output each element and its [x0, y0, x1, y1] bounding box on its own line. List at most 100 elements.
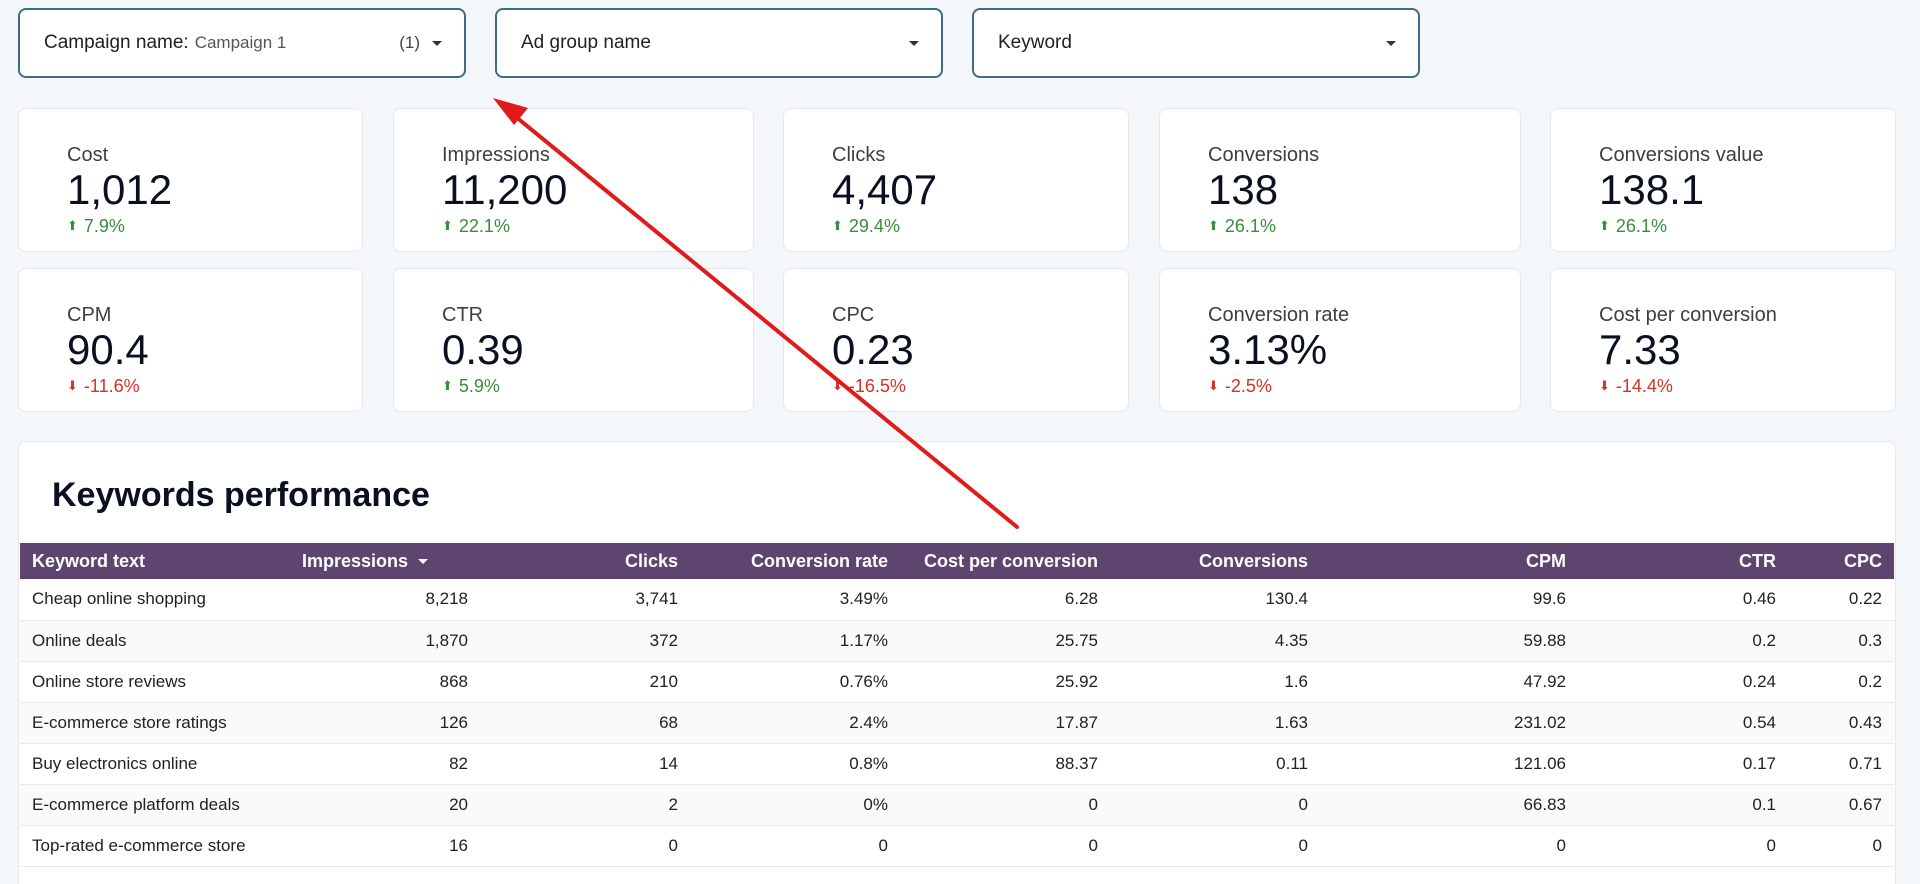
metric-cell: 130.4 [1110, 579, 1320, 621]
table-row: Online store reviews 868 210 0.76% 25.92 1.6 4… [20, 661, 1894, 703]
column-header-clicks[interactable]: Clicks [624, 550, 678, 571]
keyword-cell: Online store reviews [20, 661, 290, 703]
column-header-cpm[interactable]: CPM [1526, 550, 1566, 571]
scorecard-delta: ⬇ -16.5% [832, 376, 906, 396]
chevron-down-icon [432, 41, 442, 46]
scorecard-cpc: CPC 0.23 ⬇ -16.5% [783, 268, 1129, 412]
scorecard-label: Conversion rate [1208, 304, 1350, 326]
scorecard-value: 11,200 [442, 166, 568, 213]
arrow-up-icon: ⬆ [442, 218, 453, 233]
scorecard-label: Clicks [832, 144, 886, 166]
scorecard-label: Impressions [442, 144, 550, 166]
scorecard-value: 3.13% [1208, 326, 1328, 373]
arrow-down-icon: ⬇ [67, 378, 78, 393]
scorecard-ctr: CTR 0.39 ⬆ 5.9% [393, 268, 754, 412]
metric-cell: 0% [690, 784, 900, 826]
campaign-name-filter[interactable]: Campaign name: Campaign 1 (1) [18, 8, 466, 78]
metric-cell: 6.28 [900, 579, 1110, 621]
scorecard-value: 0.39 [442, 326, 524, 373]
scorecard-label: CPC [832, 304, 875, 326]
metric-cell: 0 [690, 825, 900, 867]
scorecard-label: Cost per conversion [1599, 304, 1777, 326]
keyword-cell: Cheap online shopping [20, 579, 290, 621]
scorecard-value: 4,407 [832, 166, 938, 213]
scorecard-clicks: Clicks 4,407 ⬆ 29.4% [783, 108, 1129, 252]
metric-cell: 66.83 [1320, 784, 1578, 826]
scorecard-impressions: Impressions 11,200 ⬆ 22.1% [393, 108, 754, 252]
column-header-cost-per-conversion[interactable]: Cost per conversion [923, 550, 1098, 571]
metric-cell: 0.2 [1578, 620, 1788, 662]
scorecard-value: 7.33 [1599, 326, 1681, 373]
scorecard-value: 1,012 [67, 166, 173, 213]
table-row: E-commerce store ratings 126 68 2.4% 17.87 1.… [20, 702, 1894, 744]
metric-cell: 0.8% [690, 743, 900, 785]
keyword-filter-label: Keyword [998, 32, 1072, 53]
metric-cell: 4.35 [1110, 620, 1320, 662]
column-header-conversions[interactable]: Conversions [1198, 550, 1308, 571]
metric-cell: 0.2 [1788, 661, 1894, 703]
metric-cell: 0 [1788, 825, 1894, 867]
scorecard-value: 138.1 [1599, 166, 1705, 213]
metric-cell: 126 [290, 702, 480, 744]
column-header-impressions[interactable]: Impressions [290, 543, 480, 579]
metric-cell: 14 [480, 743, 690, 785]
metric-cell: 0 [900, 784, 1110, 826]
scorecard-delta: ⬆ 22.1% [442, 216, 510, 236]
scorecard-cpm: CPM 90.4 ⬇ -11.6% [18, 268, 363, 412]
metric-cell: 0.71 [1788, 743, 1894, 785]
scorecard-label: Conversions [1208, 144, 1320, 166]
campaign-filter-label: Campaign name [44, 32, 184, 53]
metric-cell: 121.06 [1320, 743, 1578, 785]
table-title: Keywords performance [52, 476, 430, 514]
metric-cell: 1.63 [1110, 702, 1320, 744]
metric-cell: 99.6 [1320, 579, 1578, 621]
sort-descending-icon [418, 559, 429, 565]
column-header-conversion-rate[interactable]: Conversion rate [750, 550, 888, 571]
scorecard-delta: ⬆ 26.1% [1208, 216, 1276, 236]
metric-cell: 8,218 [290, 579, 480, 621]
chevron-down-icon [909, 41, 919, 46]
metric-cell: 0 [1110, 825, 1320, 867]
metric-cell: 1.6 [1110, 661, 1320, 703]
metric-cell: 59.88 [1320, 620, 1578, 662]
metric-cell: 0.67 [1788, 784, 1894, 826]
column-header-keyword-text[interactable]: Keyword text [32, 550, 146, 571]
scorecard-label: Cost [67, 144, 109, 166]
keywords-performance-panel: Keywords performance Keyword text Impres… [18, 441, 1896, 884]
arrow-up-icon: ⬆ [1208, 218, 1219, 233]
keyword-filter[interactable]: Keyword [972, 8, 1420, 78]
keyword-cell: E-commerce platform deals [20, 784, 290, 826]
scorecard-cost: Cost 1,012 ⬆ 7.9% [18, 108, 363, 252]
scorecard-value: 90.4 [67, 326, 149, 373]
metric-cell: 68 [480, 702, 690, 744]
metric-cell: 210 [480, 661, 690, 703]
campaign-filter-count: (1) [399, 33, 420, 52]
scorecard-label: CPM [67, 304, 112, 326]
scorecard-value: 138 [1208, 166, 1279, 213]
scorecard-delta: ⬆ 29.4% [832, 216, 900, 236]
metric-cell: 1.17% [690, 620, 900, 662]
table-header-row: Keyword text Impressions Clicks Conversi… [20, 543, 1894, 579]
arrow-up-icon: ⬆ [442, 378, 453, 393]
scorecard-conversions-value: Conversions value 138.1 ⬆ 26.1% [1550, 108, 1896, 252]
metric-cell: 0 [1320, 825, 1578, 867]
column-header-ctr[interactable]: CTR [1739, 550, 1776, 571]
table-row: E-commerce platform deals 20 2 0% 0 0 66.83 0.1… [20, 784, 1894, 826]
keyword-cell: Online deals [20, 620, 290, 662]
scorecard-delta: ⬆ 26.1% [1599, 216, 1667, 236]
arrow-down-icon: ⬇ [1599, 378, 1610, 393]
metric-cell: 0 [1110, 784, 1320, 826]
scorecard-delta: ⬇ -14.4% [1599, 376, 1673, 396]
keywords-table: Keyword text Impressions Clicks Conversi… [20, 543, 1894, 867]
keyword-cell: Top-rated e-commerce store [20, 825, 290, 867]
metric-cell: 0.76% [690, 661, 900, 703]
metric-cell: 0.11 [1110, 743, 1320, 785]
ad-group-name-filter[interactable]: Ad group name [495, 8, 943, 78]
metric-cell: 0.3 [1788, 620, 1894, 662]
scorecard-label: CTR [442, 304, 484, 326]
metric-cell: 88.37 [900, 743, 1110, 785]
metric-cell: 3,741 [480, 579, 690, 621]
metric-cell: 1,870 [290, 620, 480, 662]
scorecard-delta: ⬆ 5.9% [442, 376, 500, 396]
column-header-cpc[interactable]: CPC [1843, 550, 1882, 571]
